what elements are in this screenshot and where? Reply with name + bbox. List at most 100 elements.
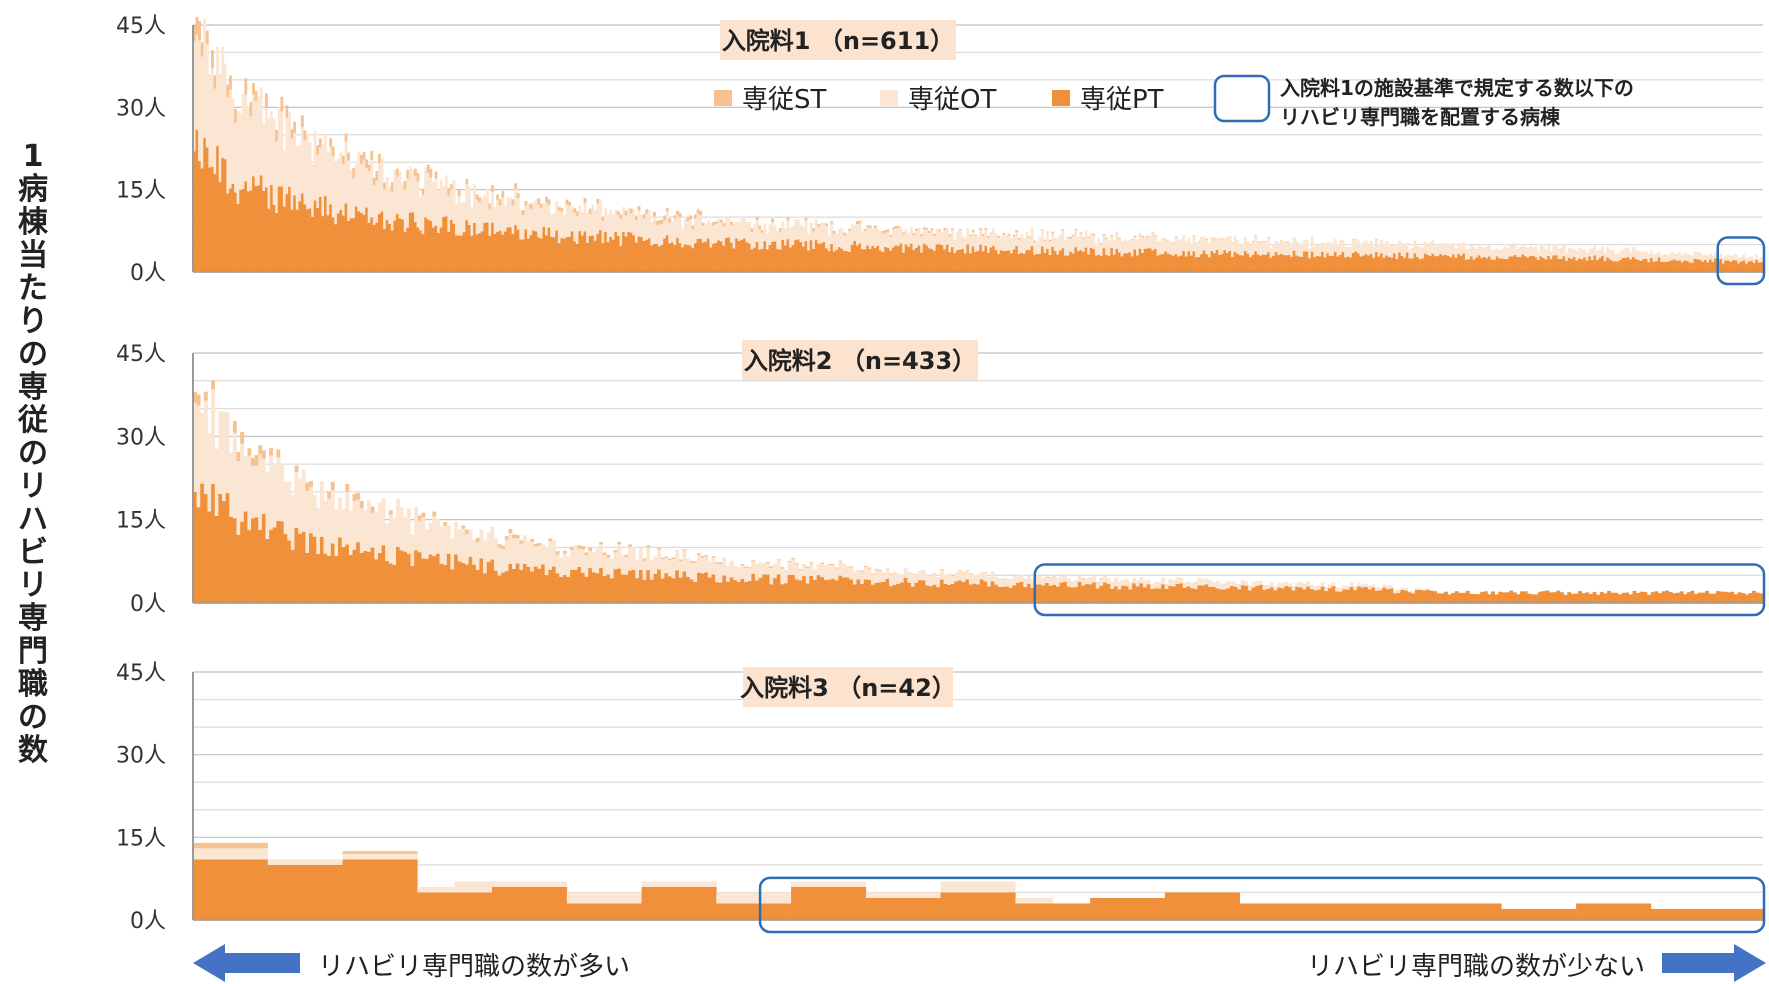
bar-ot: [791, 226, 795, 246]
bar-pt: [1153, 588, 1158, 603]
bar-ot: [1171, 580, 1176, 587]
bar-pt: [1400, 255, 1404, 272]
bar-ot: [701, 225, 705, 243]
bar-pt: [902, 252, 906, 272]
bar-pt: [981, 251, 985, 272]
bar-ot: [230, 848, 269, 860]
bar-ot: [432, 516, 437, 557]
bar-st: [240, 432, 245, 444]
bar-ot: [392, 517, 397, 565]
bar-pt: [1048, 254, 1052, 272]
bar-ot: [1229, 581, 1234, 586]
bar-st: [511, 199, 515, 205]
bar-ot: [667, 560, 672, 577]
bar-st: [696, 209, 700, 214]
bar-ot: [863, 567, 868, 580]
bar-ot: [1192, 236, 1196, 252]
bar-pt: [712, 243, 715, 272]
bar-ot: [1040, 230, 1044, 247]
bar-pt: [1367, 255, 1371, 272]
bar-st: [548, 538, 553, 542]
bar-pt: [1552, 255, 1556, 272]
bar-pt: [1103, 582, 1108, 603]
bar-ot: [598, 199, 602, 231]
bar-st: [884, 230, 888, 233]
bar-pt: [1506, 259, 1509, 272]
bar-pt: [516, 229, 520, 272]
bar-ot: [881, 572, 886, 582]
bar-ot: [629, 213, 633, 233]
bar-ot: [236, 461, 241, 535]
bar-ot: [940, 881, 979, 893]
bar-pt: [1139, 583, 1144, 603]
bar-ot: [1248, 585, 1253, 591]
bar-pt: [1711, 261, 1715, 272]
bar-pt: [647, 238, 651, 272]
bar-pt: [1367, 589, 1372, 603]
legend-label-pt: 専従PT: [1080, 85, 1164, 115]
bar-ot: [479, 529, 484, 559]
bar-pt: [1698, 259, 1702, 272]
bar-pt: [1706, 262, 1710, 272]
bar-pt: [1413, 253, 1417, 272]
bar-pt: [1588, 256, 1592, 272]
bar-ot: [1521, 244, 1525, 255]
bar-ot: [573, 545, 578, 570]
bar-ot: [886, 231, 890, 248]
bar-pt: [548, 569, 553, 603]
bar-st: [624, 554, 629, 557]
bar-pt: [920, 252, 924, 272]
bar-pt: [1385, 255, 1389, 272]
bar-ot: [1063, 573, 1068, 582]
bar-ot: [1305, 239, 1309, 252]
bar-pt: [753, 903, 792, 920]
bar-pt: [1046, 248, 1049, 272]
bar-ot: [1382, 584, 1387, 588]
bar-pt: [1074, 587, 1079, 603]
bar-pt: [1526, 257, 1530, 272]
bar-ot: [1580, 249, 1584, 260]
bar-ot: [381, 498, 386, 546]
bar-st: [667, 558, 672, 561]
bar-ot: [1359, 247, 1363, 257]
bar-ot: [419, 196, 422, 231]
bar-pt: [534, 231, 538, 272]
bar-ot: [1259, 242, 1263, 256]
bar-pt: [1382, 587, 1387, 603]
bar-st: [1267, 237, 1270, 239]
bar-pt: [632, 235, 636, 272]
bar-pt: [1150, 588, 1155, 603]
bar-ot: [388, 186, 392, 224]
bar-st: [1323, 245, 1327, 247]
bar-st: [693, 561, 698, 563]
bar-ot: [1285, 241, 1288, 256]
bar-ot: [1264, 240, 1268, 255]
bar-st: [249, 101, 253, 117]
bar-st: [658, 220, 661, 225]
bar-ot: [1369, 241, 1373, 254]
bar-st: [562, 550, 567, 554]
bar-pt: [1066, 586, 1071, 603]
bar-pt: [1567, 257, 1571, 272]
bar-st: [646, 545, 651, 548]
bar-ot: [367, 171, 371, 223]
bar-pt: [809, 240, 813, 272]
bar-pt: [787, 574, 792, 603]
bar-ot: [374, 511, 379, 560]
bar-ot: [454, 521, 458, 555]
bar-pt: [431, 227, 435, 272]
bar-pt: [421, 558, 426, 603]
bar-pt: [1472, 594, 1477, 603]
bar-pt: [1475, 257, 1479, 272]
bar-ot: [691, 228, 695, 249]
bar-ot: [642, 218, 646, 241]
bar-pt: [214, 515, 219, 603]
bar-ot: [1291, 586, 1296, 591]
bar-st: [902, 232, 906, 235]
bar-ot: [426, 173, 430, 220]
bar-ot: [1583, 249, 1587, 258]
bar-pt: [374, 559, 379, 603]
bar-ot: [580, 549, 585, 573]
bar-ot: [1277, 244, 1281, 256]
